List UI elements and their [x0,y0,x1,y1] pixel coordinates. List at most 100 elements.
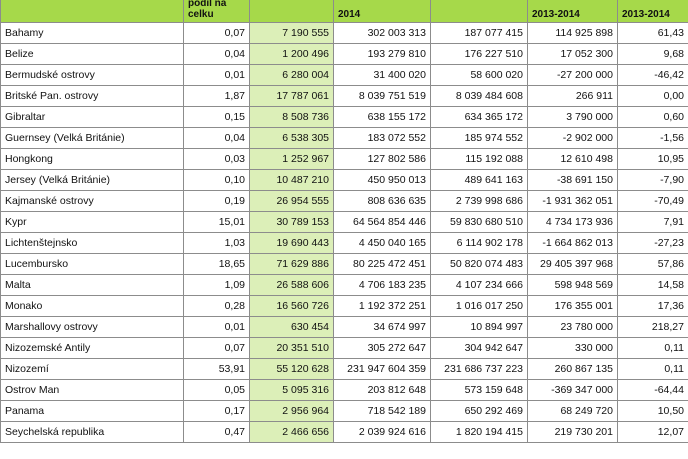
cell-change-pct: 14,58 [617,274,688,296]
table-row: Guernsey (Velká Británie) 0,04 6 538 305 18… [0,127,688,149]
table-row: Marshallovy ostrovy 0,01 630 454 34 674 997… [0,316,688,338]
cell-2014: 808 636 635 [333,190,431,212]
cell-change-abs: 330 000 [527,337,618,359]
table-row: Kypr 15,01 30 789 153 64 564 854 446 59 830 … [0,211,688,233]
cell-change-abs: 266 911 [527,85,618,107]
cell-col5: 231 686 737 223 [430,358,528,380]
cell-2014: 305 272 647 [333,337,431,359]
cell-col5: 1 820 194 415 [430,421,528,443]
cell-share: 0,05 [183,379,250,401]
cell-country: Malta [0,274,184,296]
cell-col5: 2 739 998 686 [430,190,528,212]
cell-change-abs: -1 931 362 051 [527,190,618,212]
cell-share: 0,04 [183,43,250,65]
cell-country: Lucembursko [0,253,184,275]
cell-change-abs: 12 610 498 [527,148,618,170]
header-change-pct: 2013-2014 [617,0,688,23]
cell-change-pct: -27,23 [617,232,688,254]
cell-change-pct: -1,56 [617,127,688,149]
cell-2014: 203 812 648 [333,379,431,401]
table-row: Lucembursko 18,65 71 629 886 80 225 472 451… [0,253,688,275]
cell-change-abs: 17 052 300 [527,43,618,65]
cell-country: Lichtenštejnsko [0,232,184,254]
cell-change-abs: 29 405 397 968 [527,253,618,275]
table-row: Jersey (Velká Británie) 0,10 10 487 210 450… [0,169,688,191]
cell-country: Belize [0,43,184,65]
table-row: Monako 0,28 16 560 726 1 192 372 251 1 016 0… [0,295,688,317]
cell-country: Guernsey (Velká Británie) [0,127,184,149]
cell-col3: 20 351 510 [249,337,334,359]
cell-country: Panama [0,400,184,422]
cell-col3: 6 538 305 [249,127,334,149]
table-row: Nizozemské Antily 0,07 20 351 510 305 272 6… [0,337,688,359]
cell-share: 0,07 [183,337,250,359]
cell-share: 0,01 [183,64,250,86]
cell-change-abs: 260 867 135 [527,358,618,380]
cell-share: 18,65 [183,253,250,275]
cell-change-pct: -70,49 [617,190,688,212]
cell-change-abs: -27 200 000 [527,64,618,86]
cell-col3: 55 120 628 [249,358,334,380]
cell-col5: 10 894 997 [430,316,528,338]
cell-2014: 638 155 172 [333,106,431,128]
header-col3 [249,0,334,23]
cell-country: Gibraltar [0,106,184,128]
cell-2014: 80 225 472 451 [333,253,431,275]
cell-change-pct: 10,95 [617,148,688,170]
table-row: Bermudské ostrovy 0,01 6 280 004 31 400 020… [0,64,688,86]
cell-share: 0,01 [183,316,250,338]
cell-change-abs: 598 948 569 [527,274,618,296]
cell-2014: 718 542 189 [333,400,431,422]
table-row: Nizozemí 53,91 55 120 628 231 947 604 359 23… [0,358,688,380]
cell-change-pct: 0,11 [617,358,688,380]
cell-col3: 16 560 726 [249,295,334,317]
cell-2014: 302 003 313 [333,22,431,44]
header-country [0,0,184,23]
cell-share: 0,03 [183,148,250,170]
cell-country: Nizozemí [0,358,184,380]
cell-change-pct: -7,90 [617,169,688,191]
cell-change-pct: -46,42 [617,64,688,86]
cell-change-pct: 0,00 [617,85,688,107]
cell-col5: 6 114 902 178 [430,232,528,254]
table-row: Kajmanské ostrovy 0,19 26 954 555 808 636 6… [0,190,688,212]
cell-change-abs: -38 691 150 [527,169,618,191]
cell-col5: 8 039 484 608 [430,85,528,107]
cell-share: 0,19 [183,190,250,212]
cell-change-pct: -64,44 [617,379,688,401]
table-row: Bahamy 0,07 7 190 555 302 003 313 187 077 41… [0,22,688,44]
table-row: Malta 1,09 26 588 606 4 706 183 235 4 107 23… [0,274,688,296]
cell-country: Jersey (Velká Británie) [0,169,184,191]
cell-col3: 26 588 606 [249,274,334,296]
cell-col5: 59 830 680 510 [430,211,528,233]
cell-2014: 2 039 924 616 [333,421,431,443]
cell-country: Kypr [0,211,184,233]
cell-share: 0,47 [183,421,250,443]
data-table: podíl na celku 2014 2013-2014 2013-2014 … [0,0,688,443]
cell-2014: 183 072 552 [333,127,431,149]
cell-col5: 489 641 163 [430,169,528,191]
table-row: Lichtenštejnsko 1,03 19 690 443 4 450 040 1… [0,232,688,254]
cell-col3: 30 789 153 [249,211,334,233]
cell-col5: 304 942 647 [430,337,528,359]
cell-share: 53,91 [183,358,250,380]
cell-country: Hongkong [0,148,184,170]
cell-2014: 4 706 183 235 [333,274,431,296]
cell-col3: 26 954 555 [249,190,334,212]
cell-col5: 650 292 469 [430,400,528,422]
header-col5 [430,0,528,23]
cell-change-abs: 114 925 898 [527,22,618,44]
cell-change-abs: 23 780 000 [527,316,618,338]
cell-col3: 2 466 656 [249,421,334,443]
cell-country: Bermudské ostrovy [0,64,184,86]
cell-change-pct: 57,86 [617,253,688,275]
cell-country: Seychelská republika [0,421,184,443]
header-year: 2014 [333,0,431,23]
cell-col3: 1 252 967 [249,148,334,170]
cell-col5: 115 192 088 [430,148,528,170]
cell-share: 0,28 [183,295,250,317]
cell-change-abs: 4 734 173 936 [527,211,618,233]
cell-2014: 31 400 020 [333,64,431,86]
cell-2014: 34 674 997 [333,316,431,338]
cell-country: Britské Pan. ostrovy [0,85,184,107]
